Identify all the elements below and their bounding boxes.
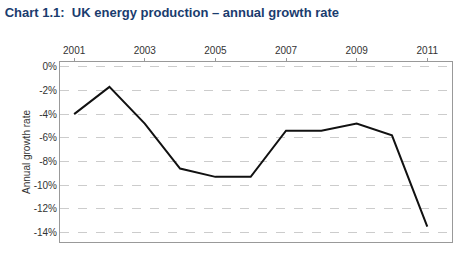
svg-text:-12%: -12% — [34, 203, 57, 214]
svg-text:2007: 2007 — [275, 45, 298, 56]
svg-text:-8%: -8% — [39, 156, 57, 167]
svg-text:2005: 2005 — [204, 45, 227, 56]
svg-text:-6%: -6% — [39, 132, 57, 143]
svg-text:2011: 2011 — [417, 45, 439, 56]
svg-text:-2%: -2% — [39, 85, 57, 96]
svg-text:-10%: -10% — [34, 180, 57, 191]
svg-text:-14%: -14% — [34, 227, 57, 238]
svg-text:2003: 2003 — [134, 45, 157, 56]
svg-text:2009: 2009 — [346, 45, 369, 56]
svg-text:Annual growth rate: Annual growth rate — [21, 110, 32, 194]
svg-text:2001: 2001 — [63, 45, 86, 56]
svg-text:0%: 0% — [43, 61, 58, 72]
svg-text:-4%: -4% — [39, 109, 57, 120]
svg-text:Chart 1.1: UK energy producti: Chart 1.1: UK energy production – annual… — [5, 5, 339, 20]
